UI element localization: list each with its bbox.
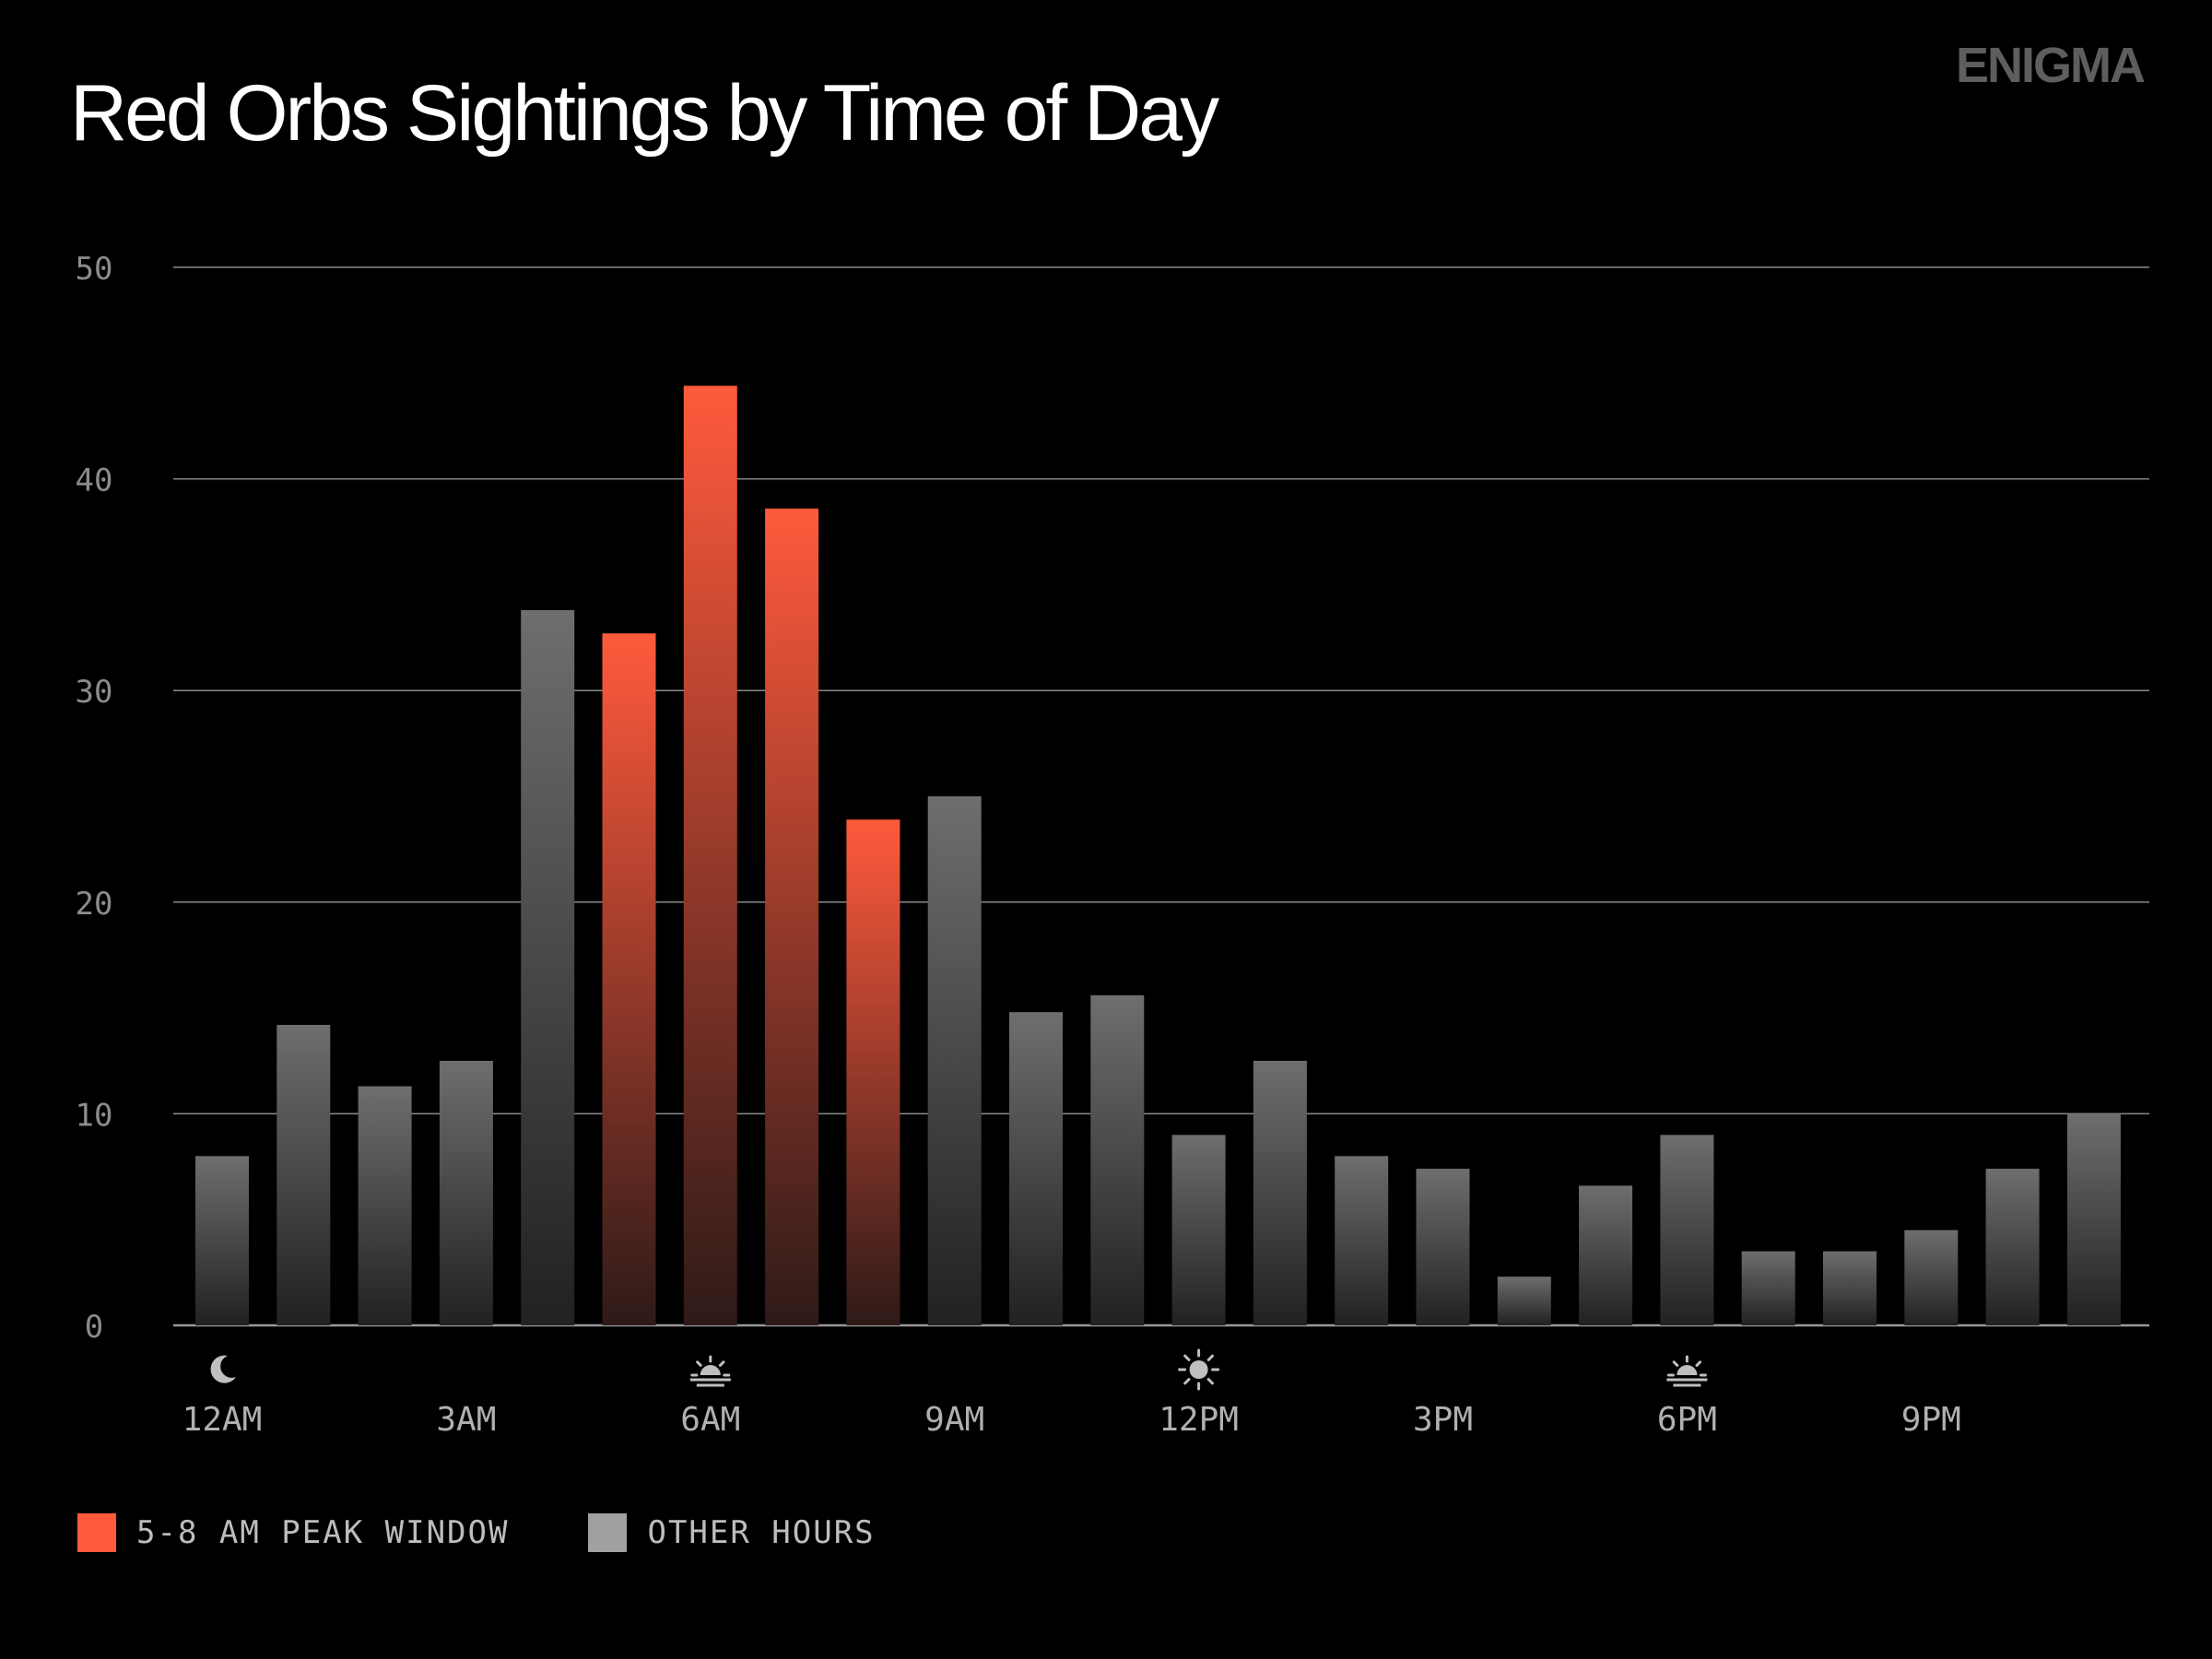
bar-3PM (1416, 1169, 1470, 1325)
bar-5PM (1579, 1185, 1633, 1325)
y-tick-label: 20 (76, 886, 113, 923)
legend-swatch-other (588, 1513, 628, 1552)
sunset-icon (1666, 1355, 1708, 1387)
x-tick-label: 12PM (1159, 1401, 1239, 1439)
bar-peak-8AM (846, 819, 900, 1325)
chart-title: Red Orbs Sightings by Time of Day (70, 69, 1219, 158)
legend-swatch-peak (77, 1513, 116, 1552)
bar-4PM (1497, 1277, 1551, 1325)
y-tick-label: 0 (85, 1309, 103, 1346)
brand-logo: ENIGMA (1956, 38, 2146, 93)
x-axis: 12AM 3AM 6AM 9AM 12PM 3PM 6PM 9PM (182, 1348, 1961, 1439)
x-tick-label: 9PM (1901, 1401, 1961, 1439)
bar-9PM (1904, 1230, 1959, 1325)
x-tick-label: 9AM (924, 1401, 984, 1439)
x-tick-label: 12AM (182, 1401, 263, 1439)
bar-2AM (358, 1086, 412, 1325)
x-tick-label: 3AM (436, 1401, 496, 1439)
grid-layer: 0 10 20 30 40 50 (76, 251, 2149, 1346)
bar-3AM (439, 1061, 493, 1325)
bar-6PM (1660, 1135, 1714, 1325)
bar-2PM (1335, 1156, 1389, 1325)
x-tick-label: 3PM (1413, 1401, 1473, 1439)
bar-11AM (1090, 994, 1145, 1325)
bar-peak-5AM (602, 633, 656, 1325)
x-tick-label: 6AM (680, 1401, 740, 1439)
bar-12PM (1171, 1135, 1226, 1325)
moon-icon (210, 1355, 236, 1383)
bar-4AM (521, 609, 575, 1325)
bar-1AM (276, 1024, 331, 1325)
legend: 5-8 AM PEAK WINDOW OTHER HOURS (77, 1513, 955, 1552)
sun-icon (1178, 1348, 1220, 1391)
bar-7PM (1741, 1251, 1795, 1325)
legend-label-peak: 5-8 AM PEAK WINDOW (136, 1514, 510, 1551)
bar-8PM (1823, 1251, 1877, 1325)
bar-10PM (1985, 1169, 2040, 1325)
bar-1PM (1253, 1061, 1307, 1325)
y-tick-label: 30 (76, 674, 113, 711)
legend-item-peak: 5-8 AM PEAK WINDOW (77, 1513, 509, 1552)
x-tick-label: 6PM (1657, 1401, 1717, 1439)
y-tick-label: 40 (76, 463, 113, 500)
bar-11PM (2066, 1113, 2121, 1325)
bar-peak-6AM (683, 385, 737, 1325)
y-tick-label: 50 (76, 251, 113, 288)
legend-item-other: OTHER HOURS (588, 1513, 875, 1552)
bar-10AM (1009, 1012, 1063, 1325)
bar-peak-7AM (765, 508, 819, 1325)
bar-9AM (927, 796, 982, 1325)
sunrise-icon (689, 1355, 731, 1387)
bars-layer (195, 385, 2121, 1325)
bar-12AM (195, 1156, 249, 1325)
legend-label-other: OTHER HOURS (647, 1514, 876, 1551)
y-tick-label: 10 (76, 1097, 113, 1134)
